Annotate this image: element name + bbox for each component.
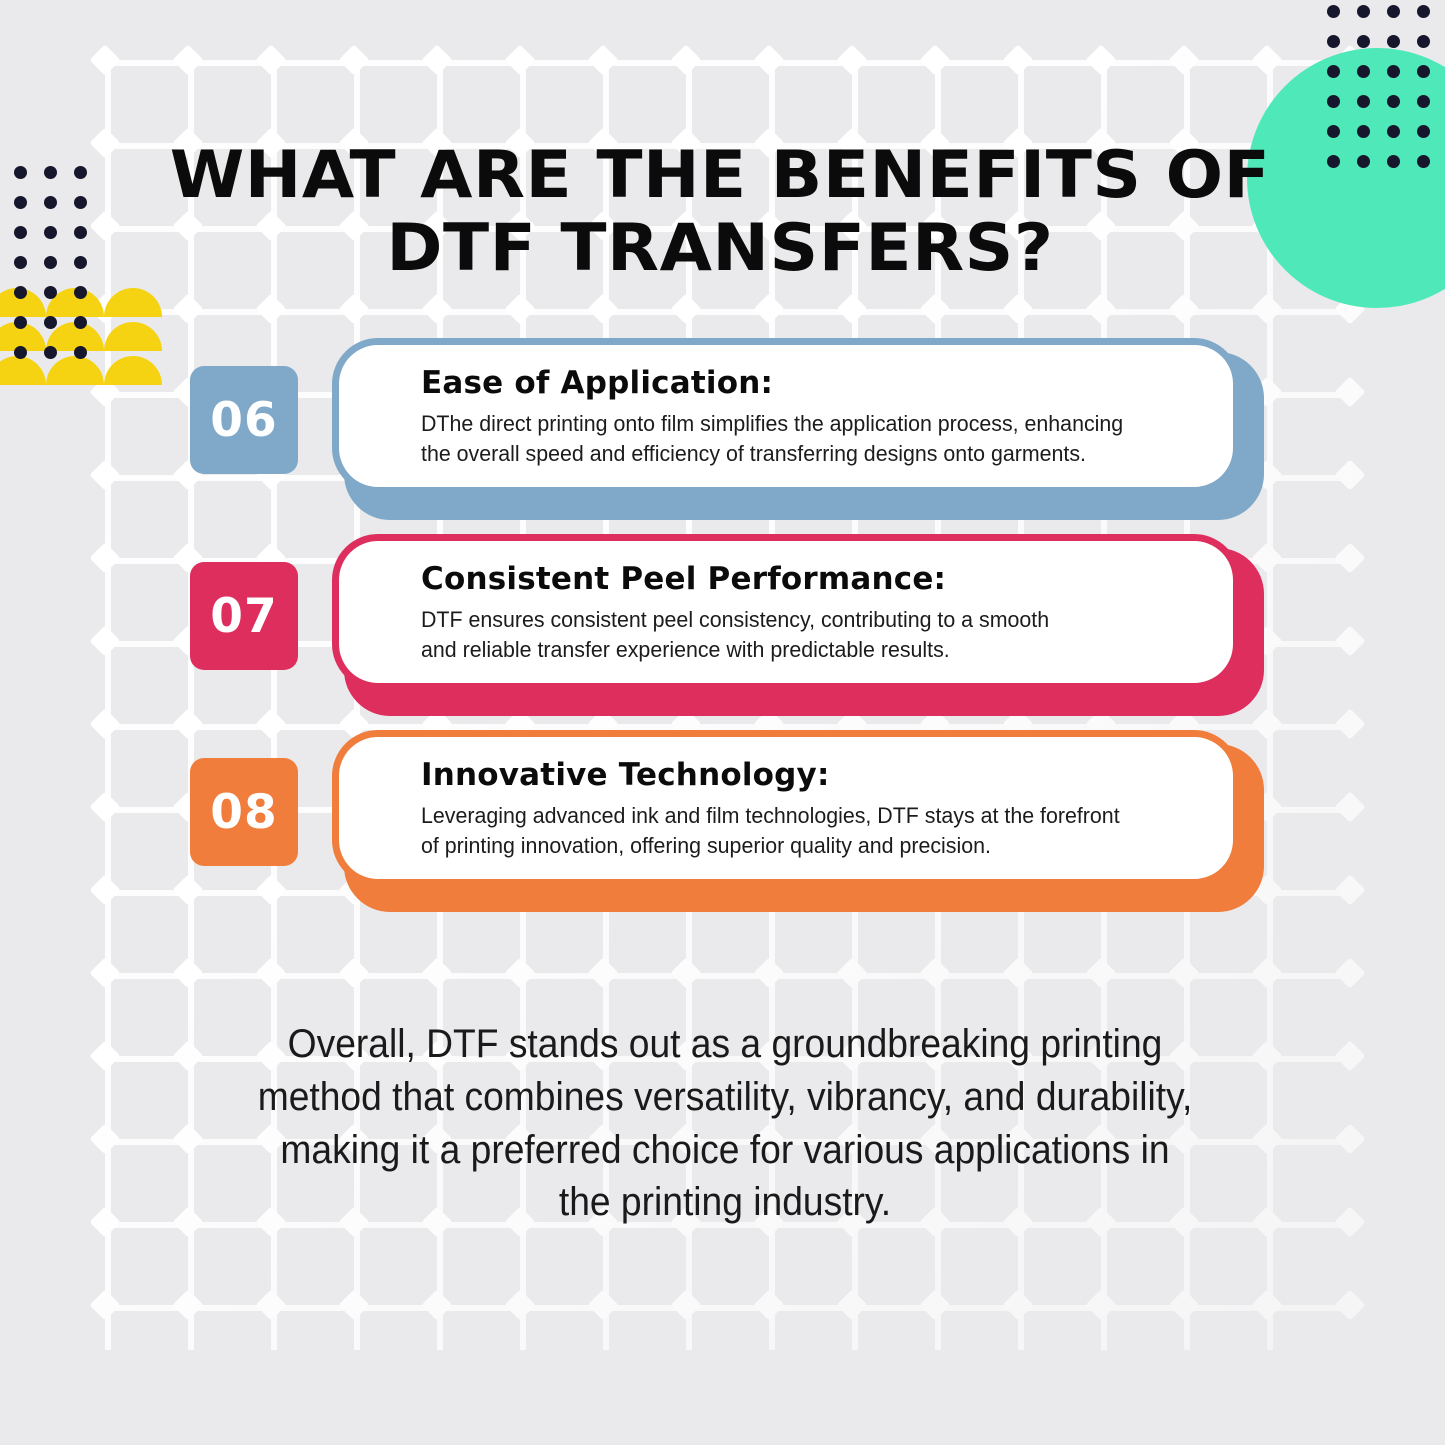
decorative-dot xyxy=(1387,35,1400,48)
decorative-dot xyxy=(1327,65,1340,78)
decorative-dot xyxy=(1417,5,1430,18)
card-panel: Ease of Application: DThe direct printin… xyxy=(332,338,1240,494)
decorative-dot xyxy=(1327,155,1340,168)
decorative-dot xyxy=(1417,125,1430,138)
decorative-dot xyxy=(44,166,57,179)
card-body: DTF ensures consistent peel consistency,… xyxy=(421,607,1050,662)
decorative-dot xyxy=(1387,95,1400,108)
decorative-dot xyxy=(1357,65,1370,78)
decorative-dot xyxy=(1387,155,1400,168)
decorative-dot xyxy=(1357,95,1370,108)
decorative-dot xyxy=(14,286,27,299)
decorative-dot xyxy=(44,256,57,269)
decorative-dot xyxy=(14,196,27,209)
decorative-dot xyxy=(74,226,87,239)
decorative-dot xyxy=(1357,5,1370,18)
decorative-dot xyxy=(44,316,57,329)
decorative-dot xyxy=(14,166,27,179)
card-body: Leveraging advanced ink and film technol… xyxy=(421,803,1120,858)
benefit-number-badge: 06 xyxy=(190,366,298,474)
decorative-dot xyxy=(74,346,87,359)
decorative-dot xyxy=(1387,65,1400,78)
decorative-dot xyxy=(1417,35,1430,48)
summary-paragraph: Overall, DTF stands out as a groundbreak… xyxy=(257,1022,1193,1225)
decorative-dot xyxy=(74,196,87,209)
card-panel: Consistent Peel Performance: DTF ensures… xyxy=(332,534,1240,690)
benefit-number-badge: 07 xyxy=(190,562,298,670)
decorative-dot xyxy=(14,316,27,329)
decorative-dot xyxy=(1357,125,1370,138)
decorative-dot xyxy=(14,346,27,359)
decorative-dot xyxy=(74,166,87,179)
decorative-dot xyxy=(44,196,57,209)
decorative-dot xyxy=(74,256,87,269)
teal-circle-decoration xyxy=(1247,48,1445,308)
decorative-dot xyxy=(74,316,87,329)
page-title: WHAT ARE THE BENEFITS OF DTF TRANSFERS? xyxy=(169,138,1271,286)
benefit-number-badge: 08 xyxy=(190,758,298,866)
card-body: DThe direct printing onto film simplifie… xyxy=(421,411,1124,466)
decorative-dot xyxy=(14,226,27,239)
decorative-dot xyxy=(1357,35,1370,48)
decorative-dot xyxy=(1417,95,1430,108)
benefit-card: 08 Innovative Technology: Leveraging adv… xyxy=(0,730,1445,926)
card-title: Ease of Application: xyxy=(421,365,774,401)
benefit-card: 07 Consistent Peel Performance: DTF ensu… xyxy=(0,534,1445,730)
decorative-dot xyxy=(1327,5,1340,18)
card-title: Consistent Peel Performance: xyxy=(421,561,947,597)
decorative-dot xyxy=(1387,5,1400,18)
benefit-card: 06 Ease of Application: DThe direct prin… xyxy=(0,338,1445,534)
benefits-card-list: 06 Ease of Application: DThe direct prin… xyxy=(0,338,1445,926)
card-panel: Innovative Technology: Leveraging advanc… xyxy=(332,730,1240,886)
decorative-dot xyxy=(1387,125,1400,138)
decorative-dot xyxy=(74,286,87,299)
decorative-dot xyxy=(1417,65,1430,78)
decorative-dot xyxy=(1327,95,1340,108)
decorative-dot xyxy=(1327,125,1340,138)
card-title: Innovative Technology: xyxy=(421,757,830,793)
decorative-dot xyxy=(44,226,57,239)
decorative-dot xyxy=(1327,35,1340,48)
decorative-dot xyxy=(44,346,57,359)
decorative-dot xyxy=(14,256,27,269)
decorative-dot xyxy=(44,286,57,299)
decorative-dot xyxy=(1417,155,1430,168)
decorative-dot xyxy=(1357,155,1370,168)
